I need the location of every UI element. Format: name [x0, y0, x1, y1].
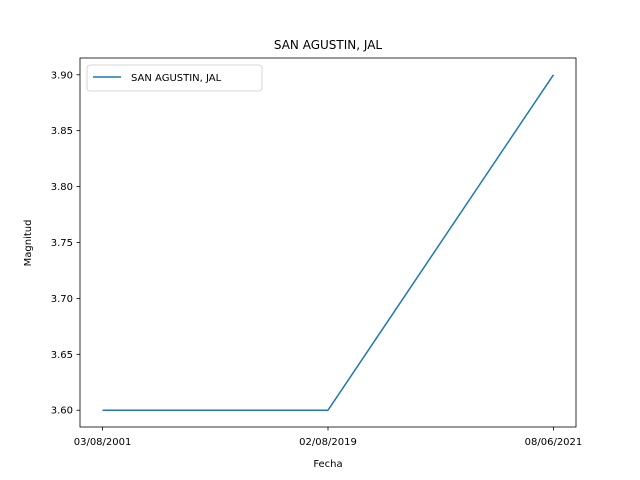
series-line: [102, 74, 555, 411]
y-tick-label: 3.75: [51, 238, 73, 249]
legend-label: SAN AGUSTIN, JAL: [131, 73, 222, 84]
y-axis-ticks: 3.60 3.65 3.70 3.75 3.80 3.85 3.90: [51, 70, 80, 417]
x-axis-label: Fecha: [313, 459, 342, 470]
x-tick-label: 03/08/2001: [74, 437, 132, 448]
legend: SAN AGUSTIN, JAL: [86, 64, 263, 92]
y-tick-label: 3.90: [51, 70, 73, 81]
plot-frame: [79, 57, 577, 428]
y-axis-label: Magnitud: [23, 220, 34, 267]
y-tick-label: 3.65: [51, 350, 73, 361]
x-tick-label: 02/08/2019: [299, 437, 357, 448]
x-axis-ticks: 03/08/2001 02/08/2019 08/06/2021: [74, 427, 583, 448]
y-tick-label: 3.80: [51, 182, 73, 193]
x-tick-label: 08/06/2021: [525, 437, 583, 448]
y-tick-label: 3.85: [51, 126, 73, 137]
plot-area: [80, 58, 576, 427]
y-tick-label: 3.60: [51, 406, 73, 417]
legend-box: [86, 64, 263, 92]
chart-title: SAN AGUSTIN, JAL: [274, 38, 383, 52]
y-tick-label: 3.70: [51, 294, 73, 305]
